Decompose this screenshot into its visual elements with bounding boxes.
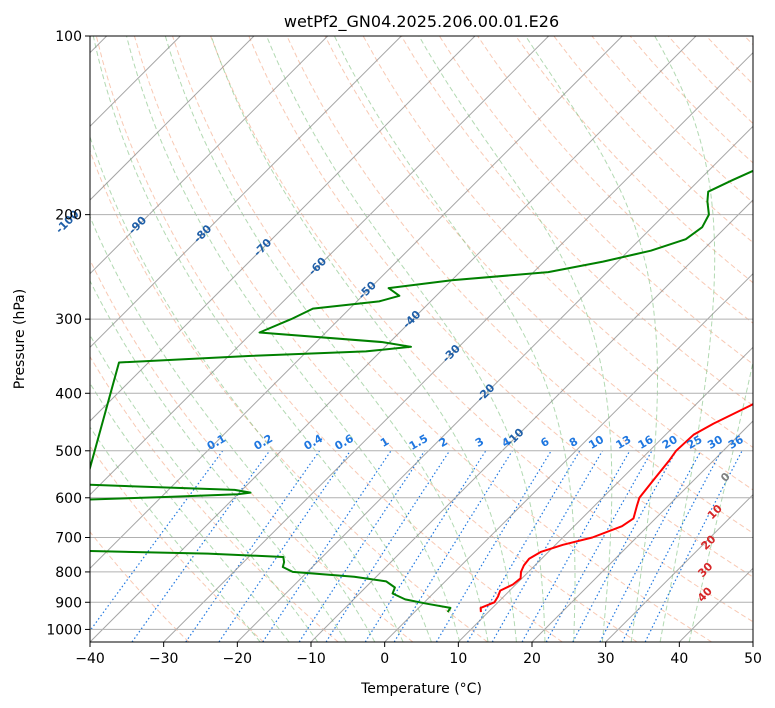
skewed-isotherm (90, 36, 255, 201)
dry-adiabat (90, 149, 488, 642)
mixing-ratio-line (298, 450, 426, 642)
skewed-isotherm (90, 36, 476, 422)
moist-adiabat (210, 36, 517, 642)
dry-adiabat (95, 36, 563, 642)
chart-title: wetPf2_GN04.2025.206.00.01.E26 (284, 12, 559, 32)
mixing-ratio-line (218, 450, 351, 642)
dry-adiabat (362, 36, 753, 449)
plot-frame (89, 35, 754, 643)
skewed-isotherm (384, 272, 753, 642)
y-tick-label: 800 (55, 565, 82, 581)
y-tick-label: 300 (55, 312, 82, 328)
dry-adiabat (324, 36, 753, 491)
y-tick-label: 1000 (46, 622, 82, 638)
dry-adiabat (248, 36, 753, 578)
skewed-isotherm (90, 36, 402, 349)
dewpoint-line (90, 169, 753, 613)
moist-adiabat (92, 36, 432, 642)
mixing-ratio-line (644, 450, 743, 642)
moist-adiabat (90, 279, 347, 642)
x-tick-label: 40 (670, 651, 688, 667)
moist-adiabat (90, 334, 319, 642)
dry-adiabat (133, 36, 638, 642)
x-tick-label: −10 (296, 651, 326, 667)
moist-adiabat (654, 36, 716, 642)
skewed-isotherm (90, 36, 329, 275)
x-tick-label: 20 (523, 651, 541, 667)
mixing-ratio-line (364, 450, 487, 642)
moist-adiabat (525, 36, 658, 642)
skewed-isotherm (90, 36, 697, 642)
y-tick-label: 100 (55, 29, 82, 45)
skewed-isotherm (163, 51, 753, 642)
x-tick-label: 10 (449, 651, 467, 667)
mixing-ratio-line (599, 450, 702, 642)
moist-adiabat (418, 36, 613, 642)
moist-adiabat (90, 215, 376, 642)
skewed-isotherm (236, 125, 753, 642)
dry-adiabat (210, 36, 753, 623)
mixing-ratio-line (545, 450, 653, 642)
profile-lines (90, 169, 753, 613)
mixing-ratio-line (521, 450, 631, 642)
y-tick-label: 200 (55, 208, 82, 224)
y-tick-label: 500 (55, 444, 82, 460)
skewed-isotherm (457, 346, 753, 642)
temperature-line (479, 403, 753, 613)
skewed-isotherm (90, 36, 550, 496)
mixing-ratio-line (185, 450, 321, 642)
dry-adiabat (172, 36, 712, 642)
dry-adiabat (400, 36, 753, 407)
x-tick-label: −20 (223, 651, 253, 667)
x-axis-label: Temperature (°C) (360, 681, 482, 697)
y-tick-label: 600 (55, 491, 82, 507)
y-tick-label: 900 (55, 595, 82, 611)
dry-adiabat (90, 531, 190, 642)
x-tick-label: 30 (597, 651, 615, 667)
moist-adiabat (266, 36, 546, 642)
moist-adiabat (164, 36, 489, 642)
skewed-isotherm (90, 36, 623, 570)
dry-adiabat (438, 36, 753, 365)
y-tick-label: 400 (55, 386, 82, 402)
skewed-isotherm (310, 199, 753, 642)
mixing-ratio-line (90, 450, 224, 632)
x-tick-label: −30 (149, 651, 179, 667)
mixing-ratio-line (572, 450, 677, 642)
background-grid (90, 36, 753, 642)
moist-adiabat (90, 135, 404, 642)
x-tick-label: 50 (744, 651, 762, 667)
mixing-ratio-line (435, 450, 552, 642)
mixing-ratio-line (131, 450, 271, 642)
skewed-isotherm (605, 493, 753, 642)
plot-background (90, 36, 753, 642)
skewed-isotherm (531, 420, 753, 642)
mixing-ratio-line (262, 450, 392, 642)
y-tick-label: 700 (55, 531, 82, 547)
moist-adiabat (688, 359, 753, 642)
y-axis-label: Pressure (hPa) (12, 289, 28, 389)
x-axis: −40 −30 −20 −10 0 10 20 30 40 50 (75, 642, 762, 667)
dry-adiabat (90, 355, 339, 642)
dry-adiabat (515, 36, 753, 284)
x-tick-label: 0 (380, 651, 389, 667)
y-axis: 100 200 300 400 500 600 700 800 900 1000 (46, 29, 90, 638)
moist-adiabat (126, 36, 461, 642)
x-tick-label: −40 (75, 651, 105, 667)
mixing-ratio-line (325, 450, 451, 642)
